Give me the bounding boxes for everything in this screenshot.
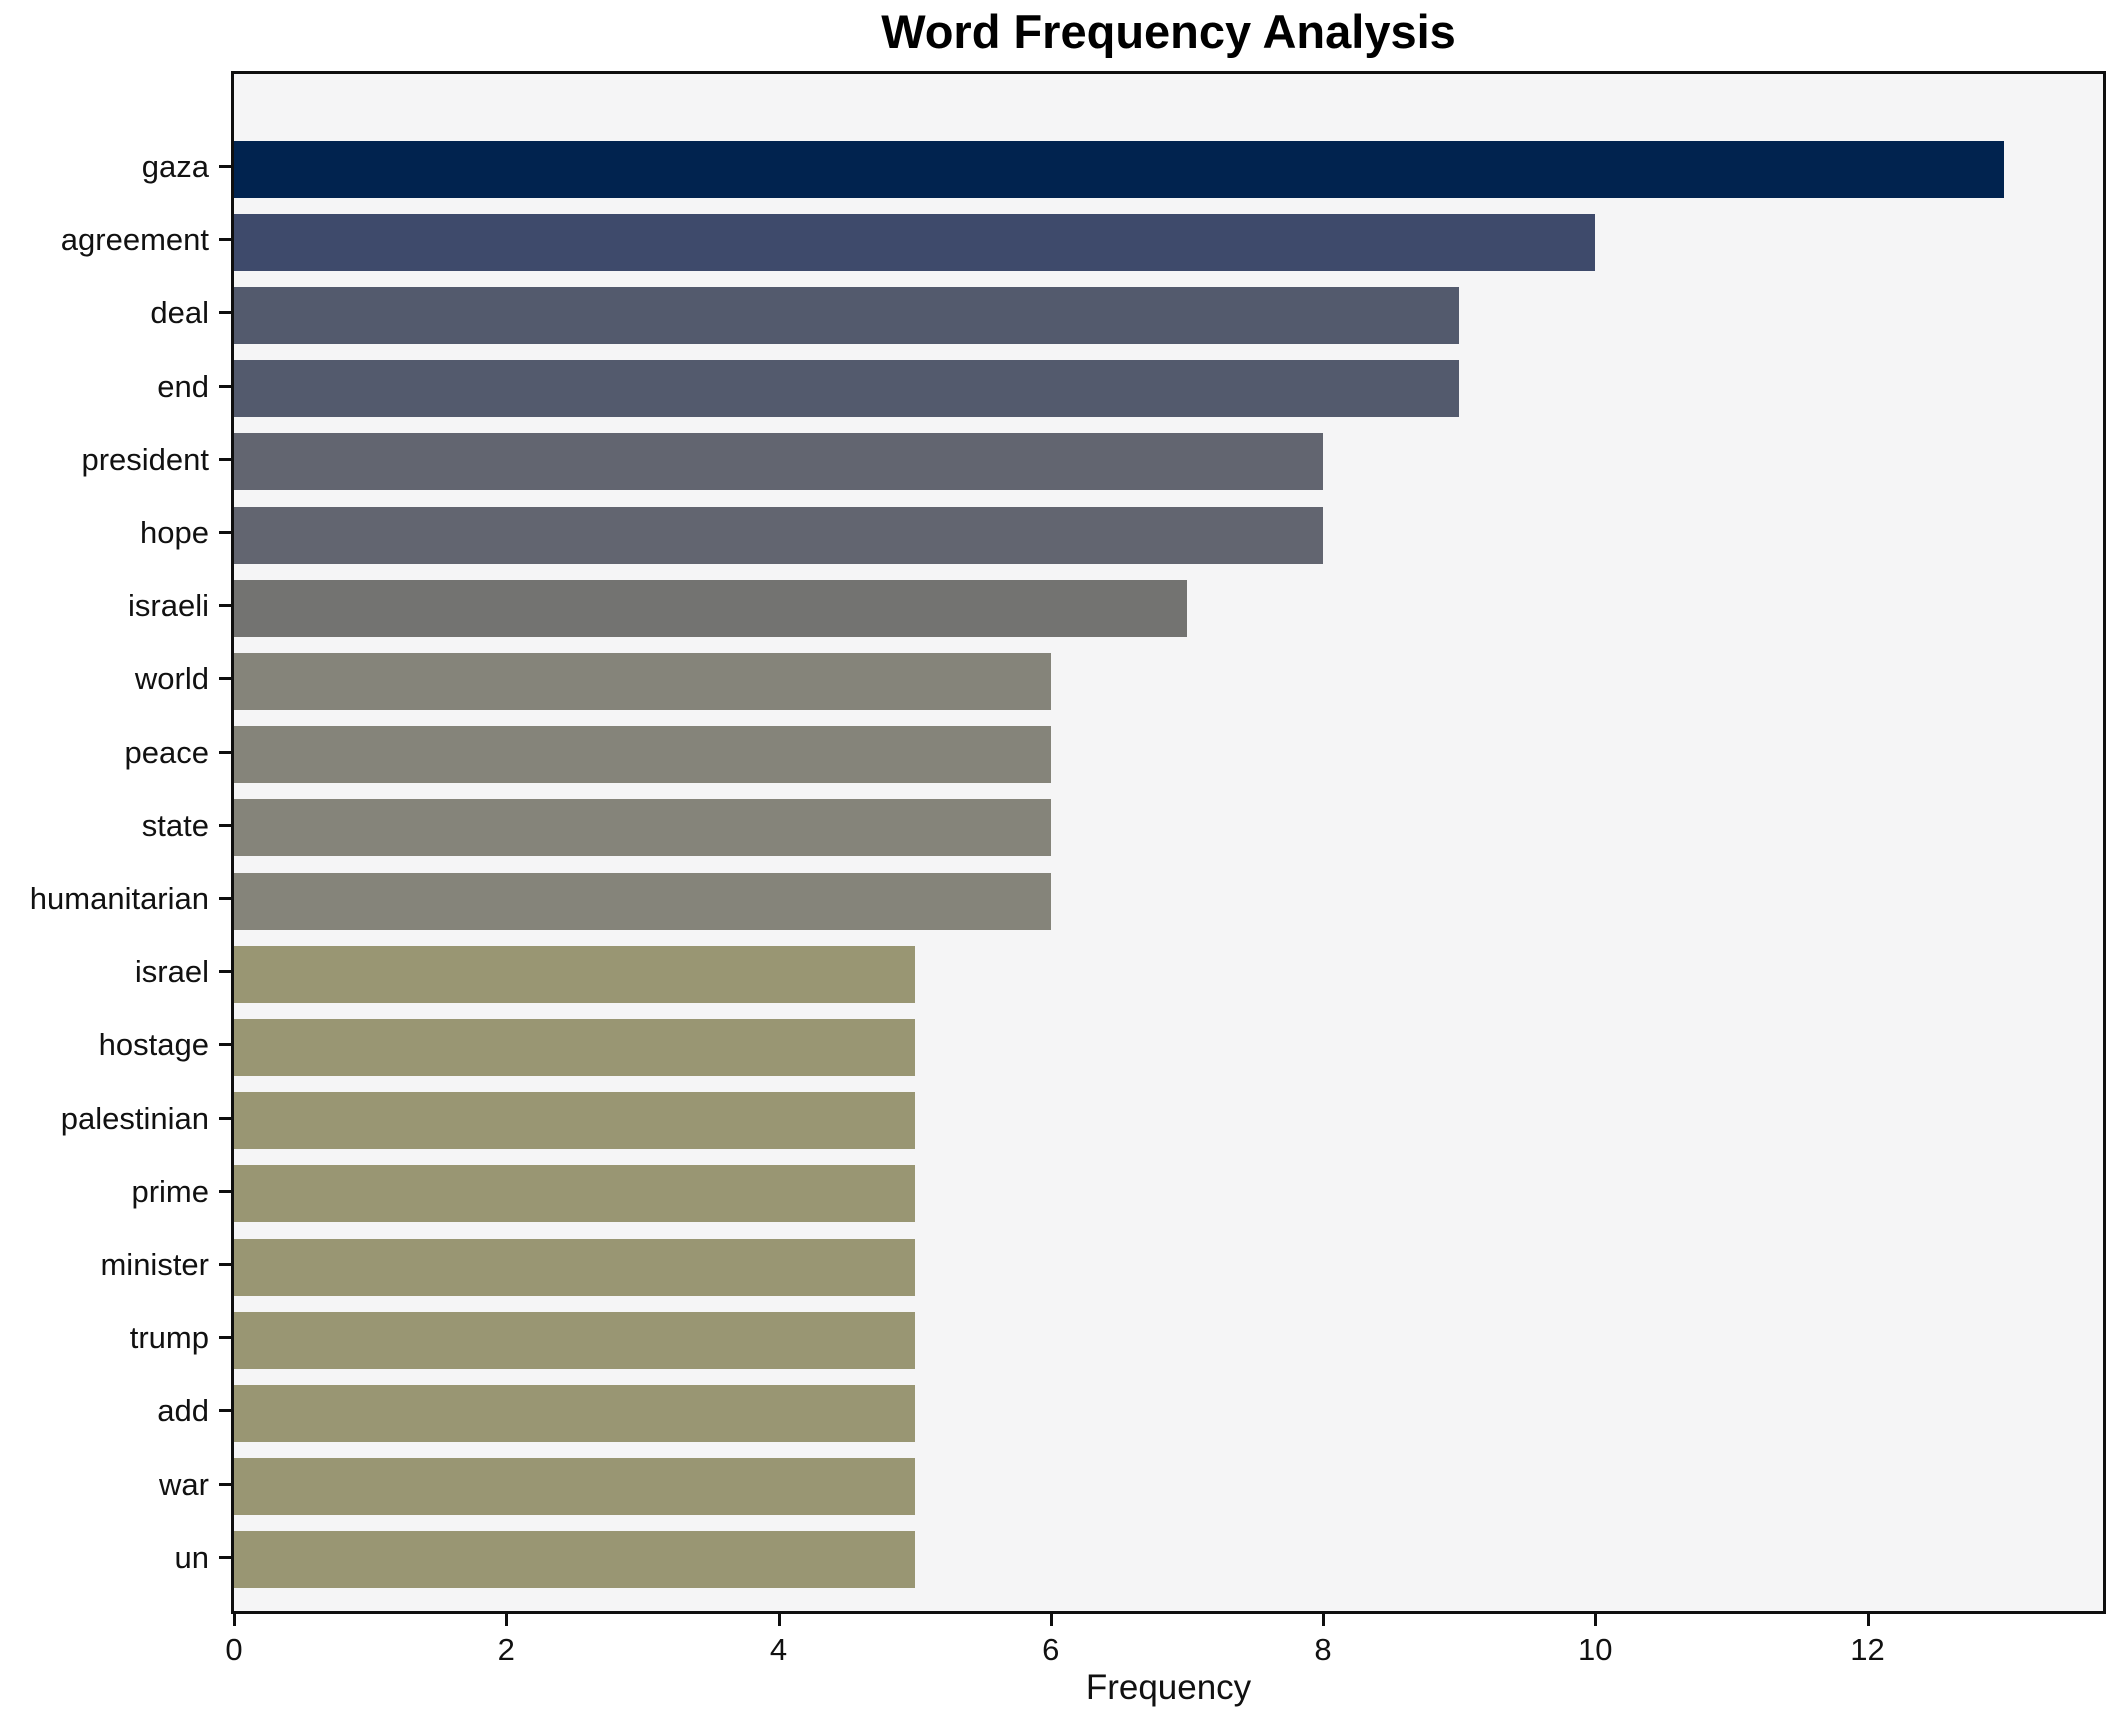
x-tick-mark — [233, 1614, 236, 1626]
x-tick-label-4: 4 — [769, 1632, 788, 1667]
bar-hope — [234, 506, 1323, 564]
x-tick-mark — [1049, 1614, 1053, 1626]
y-tick-label-gaza: gaza — [141, 149, 209, 184]
y-tick-mark — [219, 531, 231, 534]
bar-end — [234, 360, 1460, 418]
y-tick-label-state: state — [141, 807, 209, 843]
x-tick-mark — [777, 1614, 781, 1626]
bar-israeli — [234, 579, 1187, 637]
x-tick-label-2: 2 — [497, 1632, 515, 1667]
bar-trump — [234, 1311, 915, 1369]
bar-add — [234, 1384, 915, 1442]
y-tick-label-minister: minister — [100, 1247, 209, 1282]
y-tick-mark — [219, 1409, 231, 1413]
y-tick-mark — [219, 1555, 231, 1559]
y-tick-mark — [219, 1043, 231, 1047]
y-tick-mark — [219, 970, 231, 974]
y-tick-label-end: end — [157, 368, 209, 404]
bar-state — [234, 799, 1051, 857]
plot-area — [231, 71, 2106, 1614]
bar-agreement — [234, 213, 1596, 271]
bar-gaza — [234, 140, 2004, 198]
x-tick-label-10: 10 — [1578, 1632, 1613, 1667]
y-tick-mark — [219, 1336, 231, 1340]
bar-minister — [234, 1238, 915, 1296]
y-tick-mark — [219, 1189, 231, 1193]
x-tick-label-0: 0 — [225, 1632, 243, 1667]
x-tick-label-6: 6 — [1042, 1632, 1060, 1667]
y-tick-label-deal: deal — [150, 295, 209, 331]
y-tick-mark — [219, 750, 231, 754]
y-tick-mark — [219, 897, 231, 900]
y-tick-mark — [219, 1482, 231, 1486]
y-tick-mark — [219, 677, 231, 681]
x-tick-label-8: 8 — [1314, 1632, 1332, 1667]
bar-palestinian — [234, 1092, 915, 1150]
y-tick-label-war: war — [159, 1466, 209, 1502]
chart-title: Word Frequency Analysis — [881, 5, 1456, 58]
x-tick-mark — [505, 1614, 509, 1626]
y-tick-label-hope: hope — [140, 515, 209, 550]
y-tick-label-trump: trump — [129, 1320, 209, 1356]
bar-prime — [234, 1165, 915, 1223]
bar-president — [234, 433, 1323, 491]
y-tick-label-world: world — [134, 661, 209, 697]
y-tick-mark — [219, 311, 231, 315]
bar-deal — [234, 286, 1460, 344]
y-tick-mark — [219, 823, 231, 827]
x-tick-mark — [1322, 1614, 1325, 1626]
bar-war — [234, 1458, 915, 1516]
y-tick-label-palestinian: palestinian — [60, 1100, 209, 1136]
y-tick-label-peace: peace — [124, 734, 209, 770]
y-tick-label-add: add — [157, 1393, 209, 1429]
bar-un — [234, 1531, 915, 1589]
x-tick-mark — [1594, 1614, 1598, 1626]
y-tick-label-humanitarian: humanitarian — [29, 881, 209, 916]
bar-peace — [234, 726, 1051, 784]
y-tick-label-agreement: agreement — [60, 222, 209, 258]
x-axis-title: Frequency — [1085, 1668, 1252, 1707]
bar-israel — [234, 945, 915, 1003]
bar-hostage — [234, 1018, 915, 1076]
y-tick-label-hostage: hostage — [98, 1027, 209, 1063]
y-tick-label-prime: prime — [131, 1173, 209, 1209]
y-tick-label-un: un — [174, 1539, 209, 1575]
bar-world — [234, 652, 1051, 710]
bar-humanitarian — [234, 872, 1051, 930]
y-tick-mark — [219, 604, 231, 608]
y-tick-label-israel: israel — [134, 954, 209, 990]
y-tick-mark — [219, 238, 231, 242]
y-tick-mark — [219, 384, 231, 388]
y-tick-label-israeli: israeli — [128, 588, 209, 624]
x-tick-label-12: 12 — [1850, 1632, 1885, 1667]
y-tick-label-president: president — [81, 441, 209, 477]
y-tick-mark — [219, 1116, 231, 1120]
x-tick-mark — [1866, 1614, 1870, 1626]
y-tick-mark — [219, 165, 231, 168]
y-tick-mark — [219, 457, 231, 461]
y-tick-mark — [219, 1263, 231, 1266]
